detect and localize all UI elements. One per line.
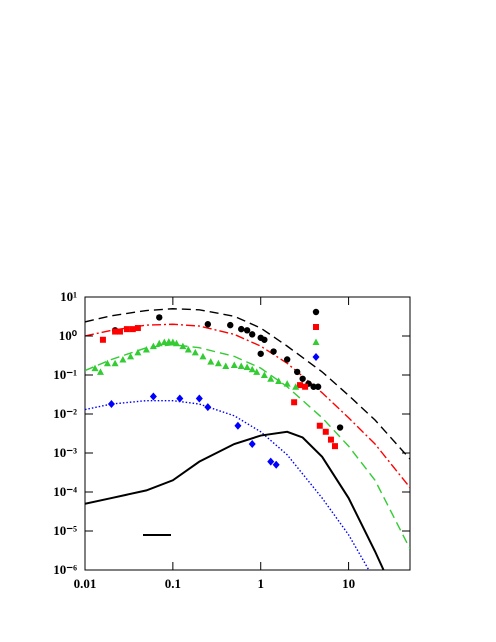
point	[155, 339, 163, 347]
legend-marker	[312, 338, 320, 345]
point	[314, 383, 322, 390]
point	[237, 362, 245, 370]
point	[195, 394, 203, 403]
point	[222, 362, 230, 370]
point	[116, 328, 123, 335]
point	[238, 325, 245, 333]
y-tick-label: 10¹	[60, 289, 77, 304]
point	[149, 342, 157, 350]
point	[214, 359, 222, 367]
point	[291, 399, 298, 406]
legend-marker	[312, 353, 320, 361]
point	[129, 326, 136, 333]
point	[243, 363, 251, 371]
point	[142, 346, 150, 353]
point	[248, 440, 256, 449]
point	[107, 400, 115, 409]
point	[134, 348, 142, 356]
plot-frame	[84, 296, 411, 571]
point	[283, 356, 291, 363]
point	[176, 394, 184, 403]
point	[299, 375, 306, 382]
y-tick-label: 10⁻¹	[53, 367, 77, 382]
point	[297, 382, 304, 389]
point	[91, 364, 99, 372]
point	[156, 314, 163, 321]
point	[234, 421, 242, 430]
point	[310, 383, 317, 390]
point	[96, 368, 104, 375]
point	[336, 424, 344, 431]
point	[103, 359, 111, 367]
point	[127, 352, 135, 360]
point	[292, 383, 300, 390]
point	[134, 325, 141, 332]
point	[283, 380, 291, 387]
y-tick-label: 10⁻²	[53, 406, 77, 421]
point	[257, 350, 264, 357]
point	[191, 348, 199, 356]
point	[111, 359, 119, 367]
point	[172, 339, 180, 347]
point	[207, 358, 215, 365]
legend-marker	[312, 308, 320, 316]
point	[204, 321, 212, 328]
point	[302, 383, 309, 390]
point	[275, 377, 283, 385]
point	[149, 392, 157, 401]
line	[85, 308, 410, 460]
line	[85, 399, 370, 570]
point	[327, 436, 334, 443]
point	[322, 428, 329, 435]
legend-marker	[313, 324, 319, 330]
point	[260, 371, 268, 378]
line	[85, 430, 385, 570]
marks	[91, 308, 344, 469]
point	[253, 368, 261, 375]
point	[123, 326, 130, 333]
point	[184, 346, 192, 353]
point	[293, 368, 301, 376]
y-tick-label: 10⁻⁵	[53, 523, 77, 538]
point	[249, 331, 256, 338]
y-tick-label: 10⁻⁶	[53, 562, 77, 577]
x-tick-label: 10	[342, 576, 355, 591]
line	[85, 343, 410, 550]
y-tick-label: 10⁰	[59, 328, 78, 343]
point	[243, 327, 251, 334]
point	[267, 375, 275, 382]
point	[248, 365, 256, 373]
point	[199, 352, 207, 360]
point	[179, 342, 187, 350]
point	[267, 457, 275, 466]
point	[227, 321, 234, 329]
point	[99, 336, 106, 343]
point	[230, 361, 238, 369]
point	[204, 403, 212, 412]
x-tick-label: 0.01	[74, 576, 97, 591]
x-tick-label: 1	[257, 576, 264, 591]
point	[272, 460, 280, 469]
x-tick-label: 0.1	[165, 576, 181, 591]
point	[270, 348, 277, 355]
point	[316, 422, 323, 429]
y-tick-label: 10⁻⁴	[53, 484, 77, 499]
point	[112, 328, 119, 335]
point	[331, 443, 338, 450]
point	[261, 336, 268, 343]
lines	[85, 308, 410, 570]
point	[119, 355, 127, 363]
y-tick-label: 10⁻³	[53, 445, 77, 460]
